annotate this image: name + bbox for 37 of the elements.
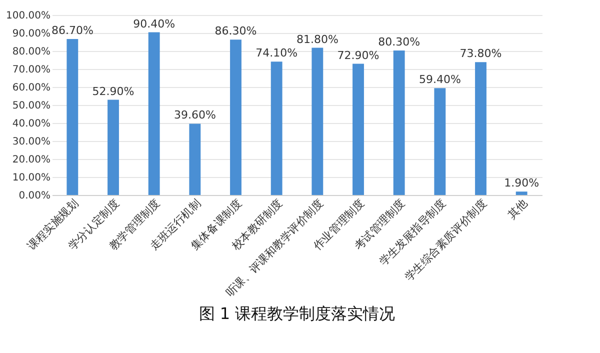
y-tick-label: 40.00%	[12, 118, 50, 130]
data-label: 52.90%	[92, 84, 134, 98]
data-label: 59.40%	[418, 73, 461, 86]
data-label: 90.40%	[133, 17, 176, 30]
data-label: 80.30%	[378, 35, 420, 48]
bar	[312, 48, 324, 195]
data-label: 81.80%	[296, 32, 338, 46]
data-label: 39.60%	[174, 108, 216, 122]
data-label: 73.80%	[460, 47, 502, 60]
bar	[475, 62, 486, 195]
data-label: 74.10%	[256, 46, 298, 60]
bar	[516, 192, 528, 195]
bar	[66, 38, 78, 195]
y-tick-label: 60.00%	[12, 82, 50, 94]
bar	[148, 32, 160, 195]
bar	[270, 62, 282, 195]
y-tick-label: 30.00%	[12, 136, 50, 148]
bar	[230, 40, 242, 195]
bar	[352, 64, 364, 195]
bar	[108, 100, 119, 195]
bar	[434, 88, 446, 195]
bar	[189, 124, 201, 195]
bar	[393, 50, 405, 195]
y-tick-label: 80.00%	[12, 46, 50, 58]
y-tick-label: 0.00%	[18, 190, 50, 202]
data-label: 86.30%	[214, 24, 257, 38]
x-tick-label: 其他	[505, 196, 530, 222]
text: 图 1 课程教学制度落实情况	[198, 304, 396, 324]
y-tick-label: 50.00%	[12, 100, 50, 112]
data-label: 72.90%	[337, 48, 380, 62]
data-label: 86.70%	[51, 24, 94, 37]
y-tick-label: 70.00%	[12, 64, 50, 76]
data-label: 1.90%	[504, 176, 540, 190]
y-tick-label: 10.00%	[12, 172, 50, 184]
y-tick-label: 90.00%	[12, 28, 50, 40]
y-tick-label: 100.00%	[6, 10, 50, 22]
y-tick-label: 20.00%	[12, 154, 50, 166]
